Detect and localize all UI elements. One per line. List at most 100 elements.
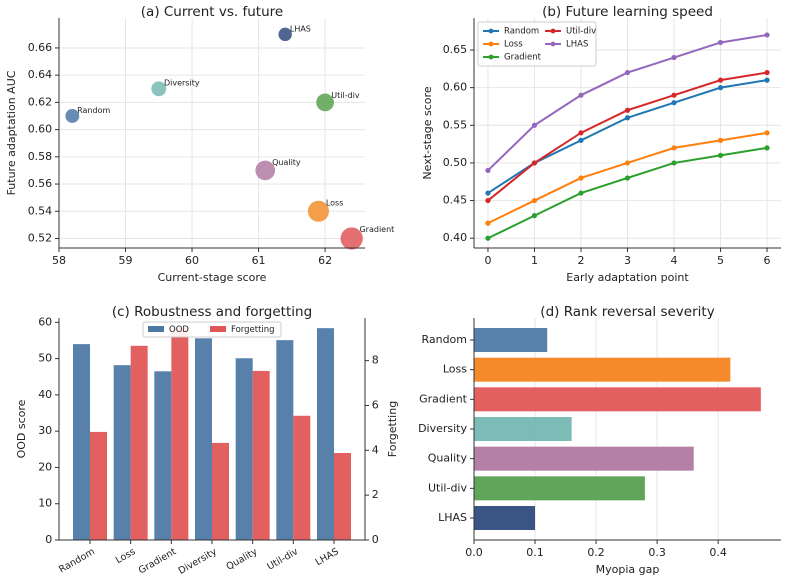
x-tick-label: 0.3	[648, 546, 666, 559]
marker	[578, 175, 584, 181]
bar	[293, 415, 311, 540]
point-label: Quality	[272, 158, 301, 167]
bar	[113, 365, 131, 540]
x-tick-label: 62	[318, 254, 332, 267]
marker	[717, 152, 724, 158]
y-tick-label: 0.56	[28, 177, 53, 190]
marker	[764, 130, 770, 136]
point-label: Random	[77, 106, 110, 115]
legend-box	[477, 21, 597, 67]
y-tick-label: 2	[372, 488, 379, 501]
bar	[195, 338, 212, 540]
marker	[485, 220, 491, 226]
marker	[671, 145, 677, 151]
marker	[531, 197, 538, 204]
x-tick-label: 61	[252, 254, 266, 267]
marker	[764, 69, 770, 76]
x-tick-label: 0.2	[587, 546, 605, 559]
y-tick-label: Diversity	[418, 422, 467, 435]
y-tick-label: 0.64	[28, 68, 53, 81]
marker	[717, 77, 724, 83]
y-tick-label: 8	[372, 354, 379, 367]
marker	[485, 190, 491, 196]
panel-title: (a) Current vs. future	[141, 4, 283, 20]
y-tick-label: 0.40	[443, 231, 468, 244]
legend-label: Loss	[504, 40, 523, 50]
y-tick-label: Quality	[428, 452, 468, 465]
panel-title: (c) Robustness and forgetting	[112, 304, 312, 320]
bar	[73, 344, 90, 540]
x-tick-label: 59	[119, 254, 133, 267]
x-tick-label: 1	[531, 254, 538, 267]
marker	[531, 160, 538, 166]
x-tick-label: 58	[52, 254, 66, 267]
marker	[671, 160, 677, 166]
marker	[671, 92, 677, 98]
legend-swatch	[550, 41, 556, 47]
y-tick-label: 0	[372, 533, 379, 546]
legend-swatch	[550, 28, 556, 34]
marker	[764, 145, 770, 151]
marker	[624, 69, 631, 76]
marker	[531, 213, 538, 219]
y-tick-label: 0.65	[443, 43, 468, 56]
legend-swatch	[148, 326, 164, 332]
y-tick-label: 6	[372, 398, 379, 411]
point	[307, 200, 329, 222]
point	[316, 93, 334, 112]
bar	[235, 358, 253, 540]
bar	[154, 371, 172, 540]
x-axis-label: Current-stage score	[158, 271, 267, 284]
x-tick-label: 60	[185, 254, 199, 267]
point	[65, 109, 80, 123]
y-tick-label: Gradient	[419, 392, 468, 405]
marker	[485, 197, 491, 204]
y-tick-label: 50	[38, 352, 52, 365]
legend-swatch	[210, 326, 226, 332]
bar	[90, 431, 107, 540]
marker	[485, 235, 491, 241]
marker	[624, 175, 631, 181]
y-tick-label: 0.55	[443, 118, 468, 131]
x-tick-label: 0.0	[465, 546, 483, 559]
y-tick-label: LHAS	[438, 511, 467, 524]
marker	[717, 85, 724, 91]
x-tick-label: 0.1	[526, 546, 544, 559]
marker	[671, 54, 677, 61]
x-tick-label: 6	[764, 254, 771, 267]
x-tick-label: 5	[717, 254, 724, 267]
point-label: Util-div	[331, 91, 360, 100]
x-tick-label: Random	[57, 546, 97, 575]
y-tick-label: 4	[372, 443, 379, 456]
y-tick-label: 20	[38, 460, 52, 473]
x-tick-label: 0.4	[709, 546, 727, 559]
x-tick-label: Quality	[225, 546, 260, 573]
y-tick-label: 0.60	[28, 123, 53, 136]
marker	[764, 77, 770, 83]
point-label: Diversity	[164, 78, 200, 87]
x-tick-label: LHAS	[314, 546, 341, 568]
bar	[171, 327, 189, 540]
legend-label: LHAS	[566, 40, 588, 50]
y2-axis-label: Forgetting	[386, 401, 399, 457]
marker	[624, 115, 631, 121]
point-label: Gradient	[359, 225, 394, 234]
legend-swatch	[488, 54, 494, 60]
marker	[578, 137, 584, 143]
point-label: Loss	[326, 198, 344, 207]
x-tick-label: Gradient	[137, 546, 179, 576]
bar	[276, 340, 294, 540]
y-tick-label: 40	[38, 388, 52, 401]
x-tick-label: 2	[577, 254, 584, 267]
y-tick-label: 0.62	[28, 95, 53, 108]
x-axis-label: Myopia gap	[596, 563, 660, 576]
y-tick-label: 0.45	[443, 194, 468, 207]
bar	[474, 476, 645, 501]
bar	[474, 357, 731, 382]
y-tick-label: 10	[38, 497, 52, 510]
marker	[578, 92, 584, 98]
bar	[474, 506, 536, 530]
marker	[485, 167, 491, 174]
x-axis-label: Early adaptation point	[566, 271, 689, 284]
